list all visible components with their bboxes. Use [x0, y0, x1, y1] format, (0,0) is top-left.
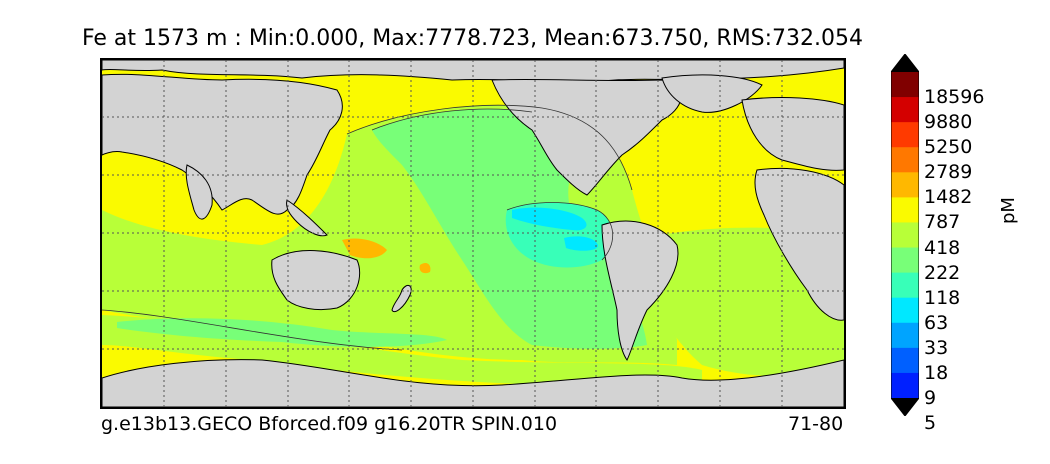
colorbar-tick-label: 787	[924, 211, 961, 234]
australia-land	[271, 250, 361, 311]
colorbar-tick-label: 118	[924, 286, 961, 309]
colorbar-tick-label: 9	[924, 387, 937, 409]
run-id-label: g.e13b13.GECO Bforced.f09 g16.20TR SPIN.…	[101, 413, 558, 435]
colorbar-bin	[891, 197, 919, 223]
ocean-1482-patch	[342, 238, 387, 259]
ocean-63-band-north	[512, 207, 587, 231]
colorbar-bin	[891, 122, 919, 148]
map-grid	[102, 60, 844, 407]
colorbar-bin	[891, 97, 919, 123]
colorbar	[891, 54, 919, 416]
colorbar-bin	[891, 272, 919, 299]
africa-land	[754, 167, 844, 321]
ocean-63-band-south	[564, 236, 598, 251]
colorbar-tick-label: 222	[924, 261, 961, 284]
colorbar-tick-label: 18	[924, 361, 949, 384]
ocean-418-band-atlantic	[622, 227, 844, 376]
europe-land	[741, 97, 844, 171]
colorbar-unit-label: pM	[998, 197, 1019, 224]
south-america-land	[601, 220, 679, 361]
colorbar-bin	[891, 222, 919, 249]
colorbar-tick-label: 9880	[924, 111, 973, 134]
years-label: 71-80	[788, 413, 844, 435]
colorbar-bin	[891, 372, 919, 399]
colorbar-tick-label: 418	[924, 236, 961, 259]
colorbar-bin	[891, 247, 919, 274]
colorbar-bin	[891, 172, 919, 198]
ocean-222-southern	[117, 318, 447, 347]
colorbar-bottom-arrow	[891, 398, 919, 416]
colorbar-bin	[891, 147, 919, 173]
colorbar-tick-label: 18596	[924, 86, 985, 109]
colorbar-tick-label: 5250	[924, 136, 973, 159]
new-zealand-land	[391, 284, 412, 313]
colorbar-bin	[891, 72, 919, 98]
colorbar-tick-label: 33	[924, 336, 949, 359]
chart-title: Fe at 1573 m : Min:0.000, Max:7778.723, …	[81, 26, 864, 51]
map-panel	[100, 58, 846, 409]
colorbar-top-arrow	[891, 54, 919, 72]
colorbar-bin	[891, 322, 919, 349]
map-svg	[102, 60, 844, 407]
colorbar-tick-label: 2789	[924, 161, 973, 184]
colorbar-bin	[891, 297, 919, 324]
colorbar-bin	[891, 347, 919, 374]
north-america-land	[491, 78, 682, 196]
colorbar-tick-label: 1482	[924, 186, 973, 209]
colorbar-tick-label: 5	[924, 412, 937, 435]
ocean-1482-patch-2	[419, 262, 431, 274]
india-land	[185, 164, 213, 220]
colorbar-tick-label: 63	[924, 311, 949, 334]
